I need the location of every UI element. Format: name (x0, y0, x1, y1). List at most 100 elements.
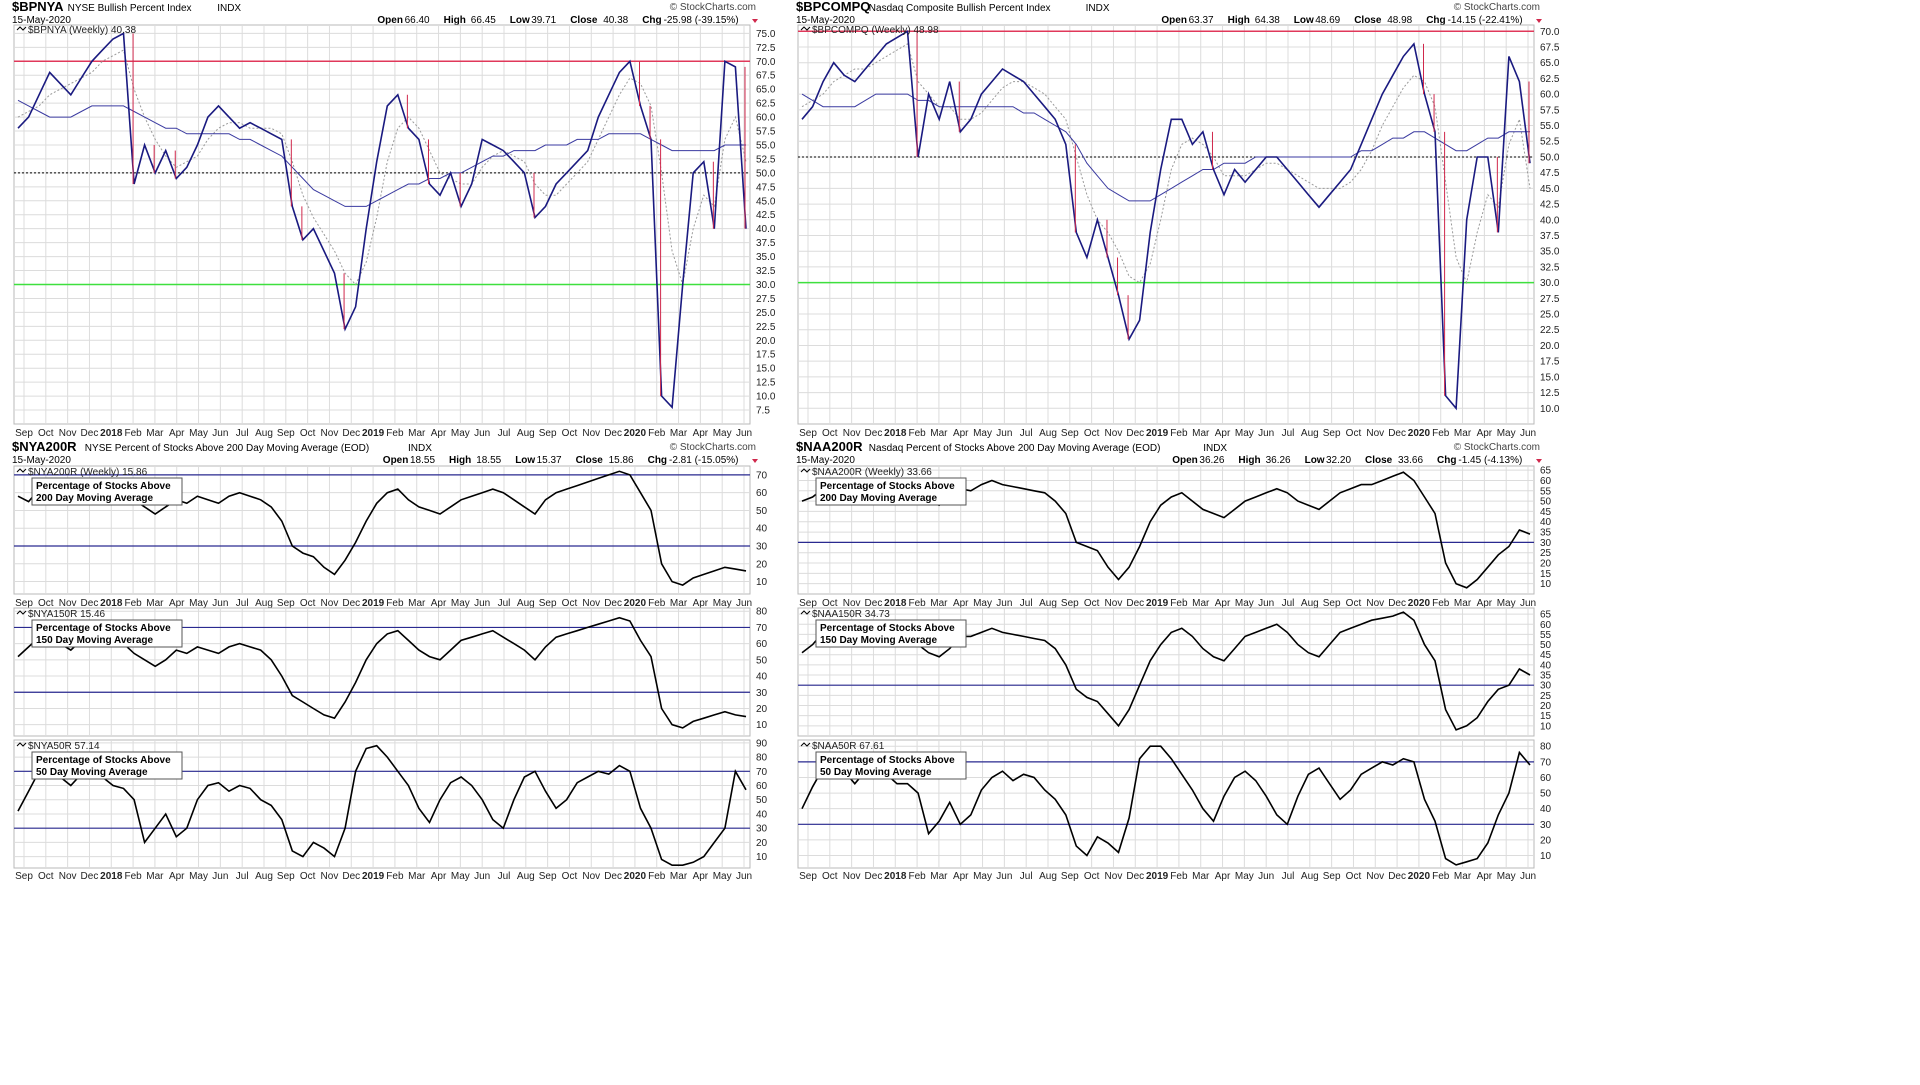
x-tick-label: Mar (1192, 428, 1210, 439)
sma-short-line (801, 43, 1531, 285)
x-tick-label: Apr (1215, 598, 1231, 609)
ohlc-label: Chg (1437, 455, 1456, 466)
x-tick-label: Nov (1105, 598, 1123, 609)
x-tick-label: Aug (1301, 428, 1319, 439)
chart-legend: $BPNYA (Weekly) 40.38 (28, 25, 136, 36)
annotation-line-2: 200 Day Moving Average (820, 493, 938, 504)
ohlc-value: 32.20 (1326, 455, 1351, 466)
y-tick-label: 10 (1540, 851, 1552, 862)
y-tick-label: 10 (1540, 721, 1552, 732)
y-tick-label: 15.0 (1540, 372, 1560, 383)
panel-legend: $NAA200R (Weekly) 33.66 (812, 467, 932, 478)
x-tick-label: Nov (1366, 871, 1384, 882)
x-tick-label: Dec (604, 598, 622, 609)
x-tick-label: Jul (1020, 428, 1033, 439)
x-tick-label: Apr (1215, 871, 1231, 882)
ohlc-value: 18.55 (410, 455, 435, 466)
chart-name: NYSE Bullish Percent Index (68, 3, 192, 14)
x-tick-label: Dec (342, 871, 360, 882)
pct-line (17, 744, 747, 866)
legend-icon (800, 26, 811, 31)
y-tick-label: 45.0 (1540, 184, 1560, 195)
panel-legend: $NAA150R 34.73 (812, 609, 890, 620)
annotation-box (815, 751, 967, 780)
sma-short-line (17, 49, 747, 286)
y-tick-label: 62.5 (756, 99, 776, 110)
x-tick-label: Feb (124, 428, 142, 439)
stockcharts-brand: © StockCharts.com (1454, 2, 1540, 13)
y-tick-label: 47.5 (756, 182, 776, 193)
x-tick-label: 2020 (1408, 871, 1431, 882)
x-tick-label: Jun (736, 871, 752, 882)
y-tick-label: 55 (1540, 630, 1552, 641)
x-tick-label: Feb (648, 871, 666, 882)
x-tick-label: Mar (408, 428, 426, 439)
y-tick-label: 20 (756, 838, 768, 849)
x-tick-label: May (713, 871, 732, 882)
x-tick-label: Jun (474, 598, 490, 609)
legend-icon (800, 742, 811, 747)
y-tick-label: 35 (1540, 671, 1552, 682)
y-tick-label: 20 (756, 704, 768, 715)
y-tick-label: 40 (1540, 660, 1552, 671)
x-tick-label: May (713, 428, 732, 439)
annotation-line-2: 150 Day Moving Average (36, 635, 154, 646)
ohlc-label: Open (1161, 15, 1187, 26)
x-tick-label: Jul (1020, 598, 1033, 609)
x-tick-label: Oct (38, 871, 54, 882)
x-tick-label: Sep (539, 598, 557, 609)
y-tick-label: 60 (1540, 773, 1552, 784)
y-tick-label: 22.5 (1540, 325, 1560, 336)
y-tick-label: 70.0 (1540, 27, 1560, 38)
x-tick-label: May (1497, 598, 1516, 609)
y-tick-label: 25.0 (756, 308, 776, 319)
y-tick-label: 67.5 (756, 71, 776, 82)
ohlc-value: 33.66 (1398, 455, 1423, 466)
x-tick-label: Feb (1432, 428, 1450, 439)
pct-line (17, 616, 747, 729)
y-tick-label: 10 (756, 852, 768, 863)
legend-icon (16, 468, 27, 473)
x-tick-label: Feb (124, 871, 142, 882)
legend-icon (800, 468, 811, 473)
x-tick-label: Feb (908, 871, 926, 882)
pct-panel-0: 70 60 50 40 30 20 10 $NYA200R (Weekly) 15.86 Per… (13, 465, 768, 609)
x-tick-label: Nov (1105, 871, 1123, 882)
annotation-line-1: Percentage of Stocks Above (36, 623, 171, 634)
y-tick-label: 67.5 (1540, 42, 1560, 53)
y-tick-label: 50 (1540, 789, 1552, 800)
x-tick-label: Apr (169, 598, 185, 609)
y-tick-label: 55.0 (756, 140, 776, 151)
x-tick-label: 2019 (1146, 598, 1169, 609)
x-tick-label: Jun (996, 871, 1012, 882)
pct-panel-2: 80 70 60 50 40 30 20 10 $NAA50R 67.61 Percentage … (797, 739, 1552, 882)
chg-down-arrow (1536, 459, 1542, 463)
ohlc-label: Low (515, 455, 535, 466)
x-tick-label: Oct (1346, 428, 1362, 439)
y-tick-label: 40 (756, 524, 768, 535)
pct-chart-3: $NAA200R Nasdaq Percent of Stocks Above 2… (796, 439, 1552, 882)
chart-symbol: $BPCOMPQ (796, 0, 870, 14)
annotation-line-2: 200 Day Moving Average (36, 493, 154, 504)
stockcharts-brand: © StockCharts.com (670, 2, 756, 13)
x-tick-label: May (1235, 871, 1254, 882)
legend-icon (800, 610, 811, 615)
x-tick-label: Aug (1039, 598, 1057, 609)
x-tick-label: Oct (300, 428, 316, 439)
x-tick-label: May (1235, 428, 1254, 439)
x-tick-label: Apr (169, 871, 185, 882)
x-tick-label: 2020 (624, 428, 647, 439)
x-tick-label: Sep (1061, 428, 1079, 439)
x-tick-label: Feb (1432, 871, 1450, 882)
x-tick-label: Oct (562, 871, 578, 882)
pct-line (801, 611, 1531, 731)
x-tick-label: Oct (300, 871, 316, 882)
chart-date: 15-May-2020 (12, 15, 71, 26)
y-tick-label: 65.0 (756, 85, 776, 96)
x-tick-label: Oct (1346, 598, 1362, 609)
x-tick-label: 2020 (624, 871, 647, 882)
chart-name: Nasdaq Percent of Stocks Above 200 Day M… (869, 443, 1161, 454)
x-tick-label: Dec (1126, 598, 1144, 609)
x-tick-label: Sep (15, 428, 33, 439)
y-tick-label: 17.5 (756, 350, 776, 361)
